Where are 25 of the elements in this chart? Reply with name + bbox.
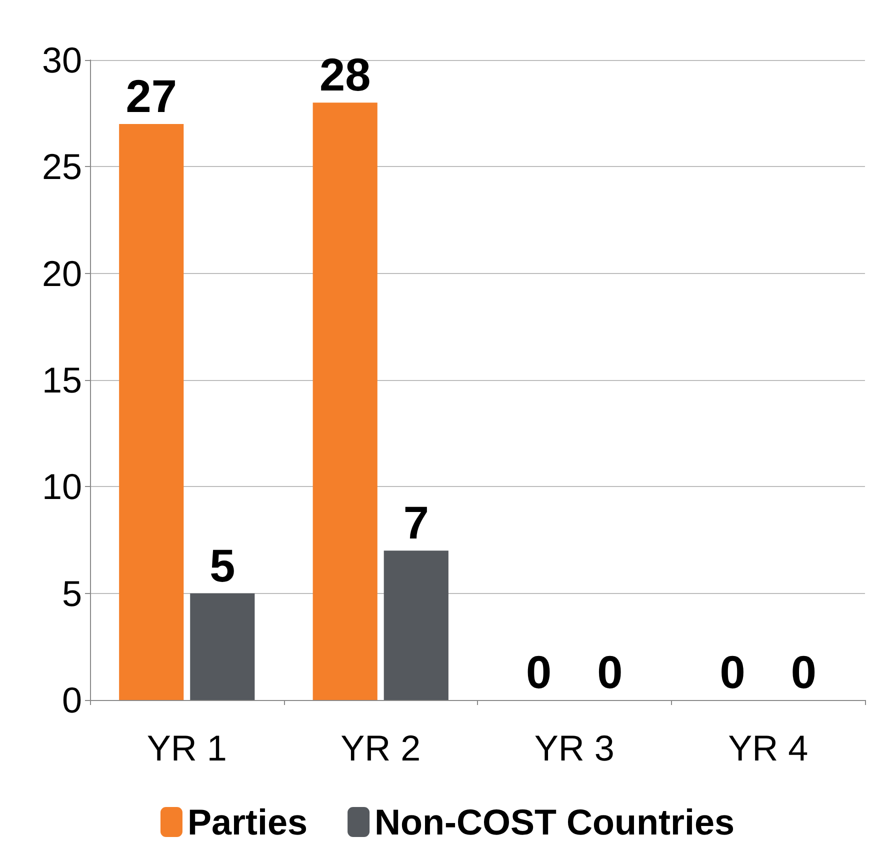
data-label: 7 [403, 496, 429, 549]
x-tick-label: YR 3 [534, 728, 614, 768]
y-tick-label: 10 [42, 466, 82, 508]
bar [312, 102, 378, 700]
y-tick-label: 15 [42, 360, 82, 400]
x-tick-label: YR 4 [728, 728, 808, 768]
legend-label: Non-COST Countries [374, 802, 735, 842]
data-label: 0 [526, 646, 552, 698]
data-label: 0 [720, 646, 746, 698]
bar [190, 593, 255, 700]
legend-label: Parties [187, 802, 308, 842]
x-tick-label: YR 1 [146, 728, 227, 768]
data-label: 27 [126, 70, 177, 122]
bar [384, 550, 448, 700]
data-label: 5 [210, 539, 236, 592]
y-tick-label: 30 [42, 40, 82, 80]
y-tick-label: 0 [62, 680, 82, 720]
bar [119, 124, 184, 700]
data-label: 28 [320, 48, 371, 101]
y-tick-label: 25 [42, 146, 82, 188]
data-label: 0 [790, 646, 816, 698]
data-label: 0 [597, 646, 623, 698]
y-tick-label: 5 [62, 572, 82, 614]
y-tick-label: 20 [42, 252, 82, 294]
x-tick-label: YR 2 [340, 728, 421, 768]
